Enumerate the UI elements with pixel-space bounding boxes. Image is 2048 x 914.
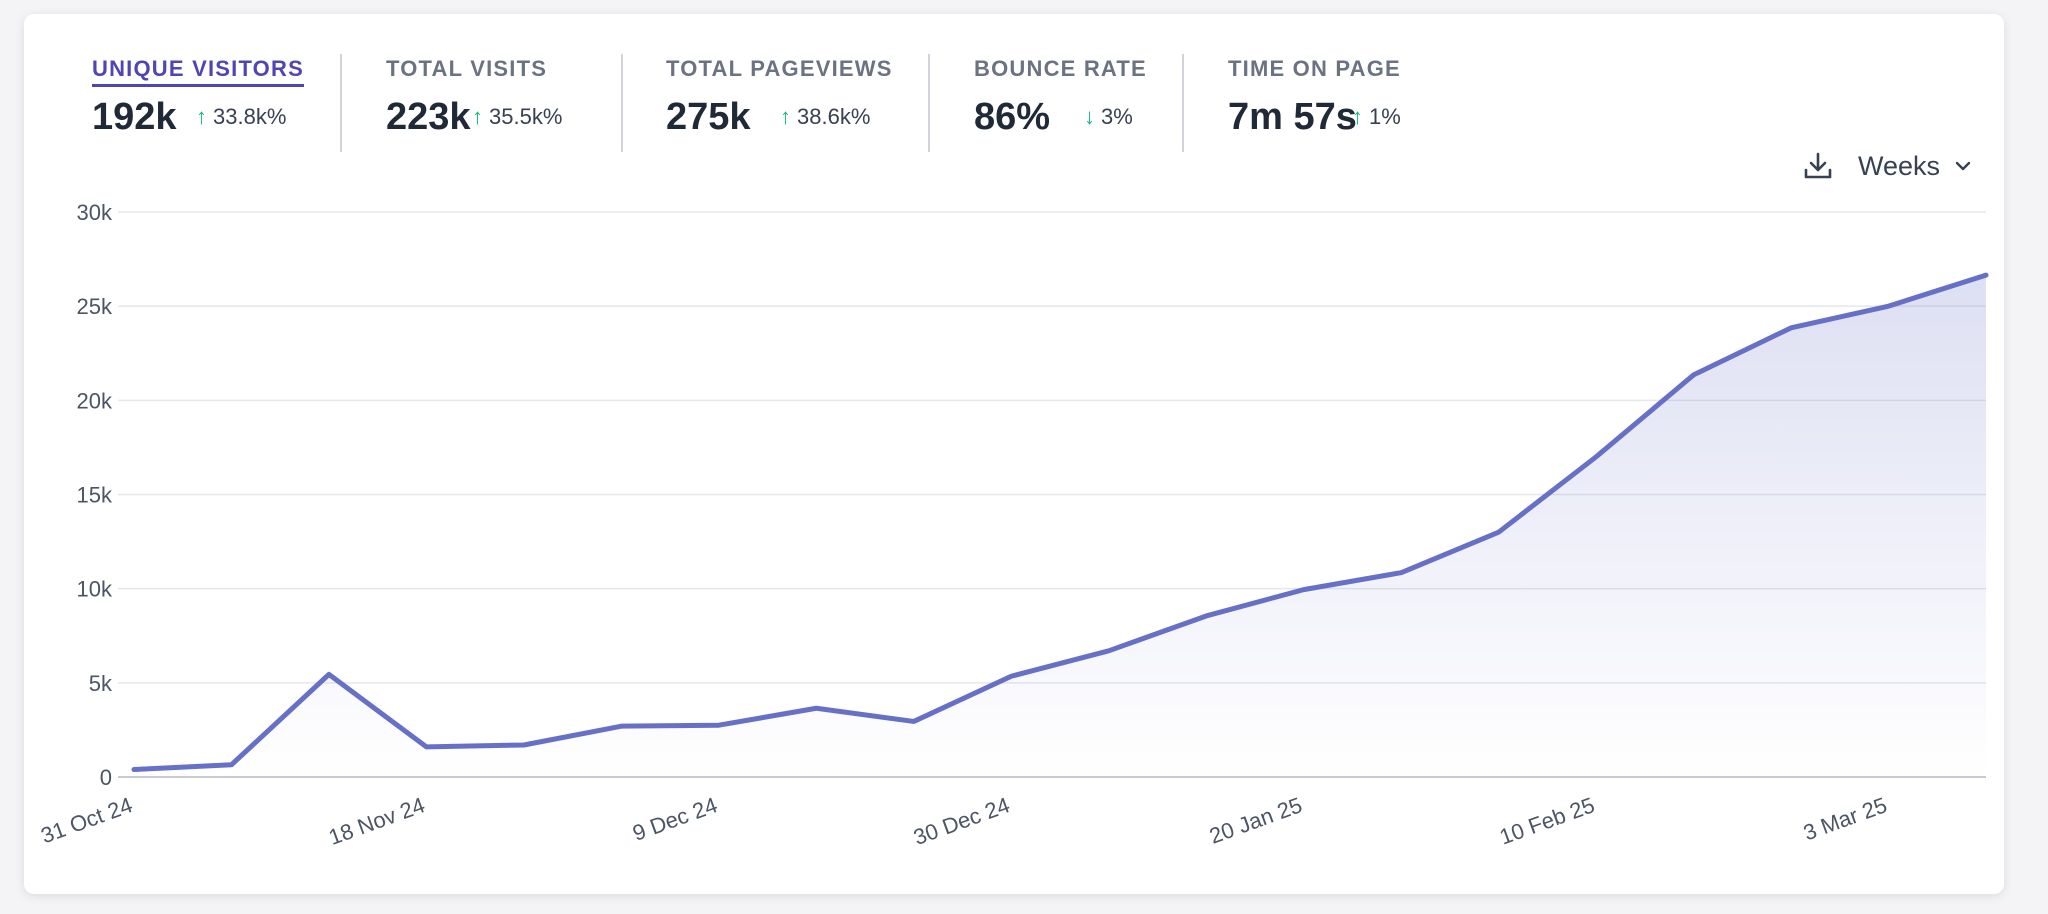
metric-change-value: 35.5k% xyxy=(489,104,563,129)
data-point[interactable] xyxy=(1493,526,1505,538)
series-line xyxy=(131,272,1989,772)
y-axis: 0 5k 10k 15k 20k 25k 30k xyxy=(77,200,113,790)
data-point[interactable] xyxy=(1883,300,1895,312)
y-tick-label: 5k xyxy=(89,671,113,696)
arrow-up-icon: ↑ xyxy=(196,104,207,129)
x-tick-label: 20 Jan 25 xyxy=(1206,792,1305,849)
arrow-up-icon: ↑ xyxy=(1352,104,1363,129)
data-point[interactable] xyxy=(1103,645,1115,657)
metric-change-value: 1% xyxy=(1369,104,1401,129)
y-tick-label: 15k xyxy=(77,483,113,508)
interval-select[interactable]: Weeks xyxy=(1858,148,1972,184)
metric-value: 223k xyxy=(386,96,471,138)
metric-change: ↑ 35.5k% xyxy=(472,104,562,130)
y-tick-label: 20k xyxy=(77,388,113,413)
data-point[interactable] xyxy=(1298,584,1310,596)
divider xyxy=(928,54,930,152)
arrow-down-icon: ↓ xyxy=(1084,104,1095,129)
metric-change: ↓ 3% xyxy=(1084,104,1133,130)
series xyxy=(128,269,1992,777)
metric-change-value: 33.8k% xyxy=(213,104,287,129)
data-point[interactable] xyxy=(1688,369,1700,381)
x-tick-label: 30 Dec 24 xyxy=(910,792,1013,850)
x-tick-label: 3 Mar 25 xyxy=(1800,792,1890,845)
divider xyxy=(340,54,342,152)
data-point[interactable] xyxy=(518,739,530,751)
metric-label: UNIQUE VISITORS xyxy=(92,56,304,87)
data-point[interactable] xyxy=(1590,451,1602,463)
x-tick-label: 9 Dec 24 xyxy=(629,792,720,846)
data-point[interactable] xyxy=(1005,670,1017,682)
data-point[interactable] xyxy=(225,759,237,771)
arrow-up-icon: ↑ xyxy=(472,104,483,129)
x-tick-label: 10 Feb 25 xyxy=(1496,792,1598,849)
metric-label: TOTAL PAGEVIEWS xyxy=(666,56,893,81)
data-point[interactable] xyxy=(810,702,822,714)
x-axis: 31 Oct 24 18 Nov 24 9 Dec 24 30 Dec 24 20 Ja… xyxy=(38,792,1891,850)
data-point[interactable] xyxy=(1200,610,1212,622)
metric-label: BOUNCE RATE xyxy=(974,56,1147,81)
metric-change: ↑ 1% xyxy=(1352,104,1401,130)
metric-value: 275k xyxy=(666,96,751,138)
metric-change-value: 38.6k% xyxy=(797,104,871,129)
metric-change: ↑ 38.6k% xyxy=(780,104,870,130)
x-tick-label: 18 Nov 24 xyxy=(325,792,428,850)
divider xyxy=(621,54,623,152)
data-point[interactable] xyxy=(420,741,432,753)
metric-label: TOTAL VISITS xyxy=(386,56,548,81)
metric-value: 7m 57s xyxy=(1228,96,1357,138)
divider xyxy=(1182,54,1184,152)
y-tick-label: 0 xyxy=(100,765,112,790)
metric-label: TIME ON PAGE xyxy=(1228,56,1401,81)
data-point[interactable] xyxy=(1785,322,1797,334)
data-point[interactable] xyxy=(323,668,335,680)
download-icon[interactable] xyxy=(1800,148,1836,184)
arrow-up-icon: ↑ xyxy=(780,104,791,129)
data-point[interactable] xyxy=(908,715,920,727)
y-tick-label: 10k xyxy=(77,577,113,602)
chart-toolbar: Weeks xyxy=(1800,148,1980,188)
data-point[interactable] xyxy=(615,720,627,732)
metric-change: ↑ 33.8k% xyxy=(196,104,286,130)
data-point[interactable] xyxy=(713,719,725,731)
series-area xyxy=(134,275,1986,777)
data-point[interactable] xyxy=(1980,269,1992,281)
metric-change-value: 3% xyxy=(1101,104,1133,129)
data-point[interactable] xyxy=(1395,567,1407,579)
data-point[interactable] xyxy=(128,763,140,775)
x-tick-label: 31 Oct 24 xyxy=(38,792,136,848)
y-tick-label: 30k xyxy=(77,200,113,225)
metric-value: 192k xyxy=(92,96,177,138)
y-tick-label: 25k xyxy=(77,294,113,319)
metric-value: 86% xyxy=(974,96,1051,138)
interval-label: Weeks xyxy=(1858,150,1941,181)
chevron-down-icon xyxy=(1955,161,1971,171)
